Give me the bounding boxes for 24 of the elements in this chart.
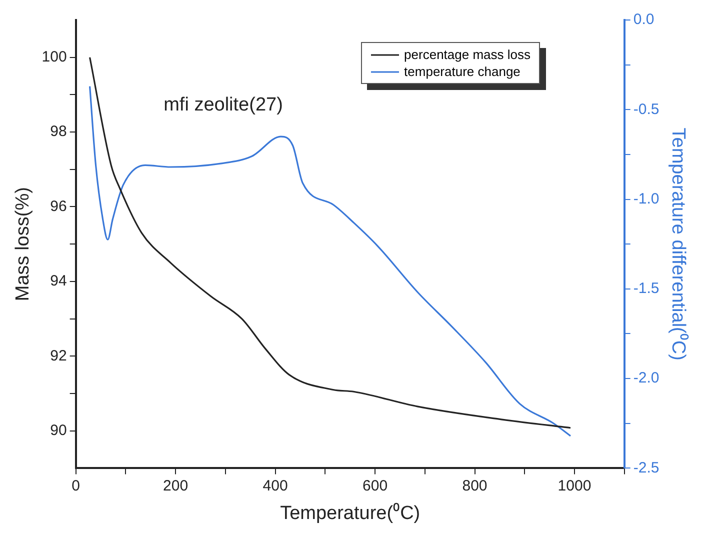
y2-tick-label: -0.5	[633, 100, 660, 118]
y2-tick-label: 0.0	[633, 11, 654, 28]
y-tick-label: 98	[50, 123, 67, 140]
y-tick-label: 92	[50, 347, 67, 364]
y-tick-label: 100	[42, 48, 67, 66]
y2-tick-label: -2.0	[633, 370, 660, 387]
x-axis-title: Temperature(⁰C)	[280, 502, 420, 524]
y-tick-label: 96	[50, 198, 67, 215]
y-tick-label: 90	[50, 422, 67, 439]
x-tick-label: 800	[462, 477, 488, 494]
y-tick-label: 94	[50, 272, 67, 290]
legend-label: percentage mass loss	[404, 46, 530, 64]
y2-tick-label: -1.0	[633, 190, 660, 208]
y2-tick-label: -2.5	[633, 459, 660, 476]
x-tick-label: 0	[72, 477, 80, 494]
y-axis-title: Mass loss(%)	[12, 187, 34, 302]
legend-label: temperature change	[404, 63, 520, 80]
x-tick-label: 200	[163, 477, 188, 494]
y2-tick-label: -1.5	[633, 280, 660, 298]
x-tick-label: 600	[362, 477, 388, 494]
x-tick-label: 1000	[558, 477, 592, 494]
y2-axis-title: Temperature differential(⁰C)	[667, 128, 690, 360]
annotation: mfi zeolite(27)	[164, 94, 283, 116]
x-tick-label: 400	[262, 477, 288, 494]
